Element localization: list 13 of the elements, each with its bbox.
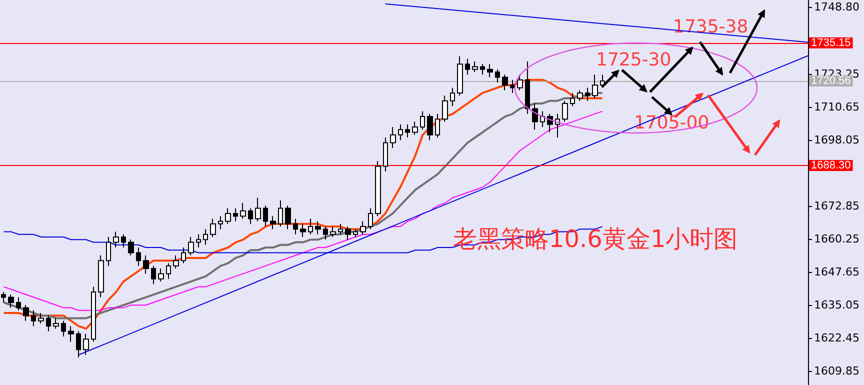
y-tick-label: 1609.85 [814,364,860,378]
y-tick-label: 1635.05 [814,298,860,312]
text: 1735-38 [673,16,748,38]
ref-line-label: 1688.30 [811,160,851,172]
ref-line-label: 1735.15 [811,36,851,49]
y-tick-label: 1660.25 [814,232,860,246]
y-tick-label: 1710.65 [814,100,860,114]
y-tick-label: 1647.65 [814,265,860,278]
annotation: 1725-30 [596,50,672,70]
y-tick-label: 1622.45 [814,331,860,344]
y-tick-label: 1672.85 [814,199,860,212]
y-tick-label: 1748.80 [814,0,860,14]
y-tick-label: 1698.05 [814,133,860,146]
